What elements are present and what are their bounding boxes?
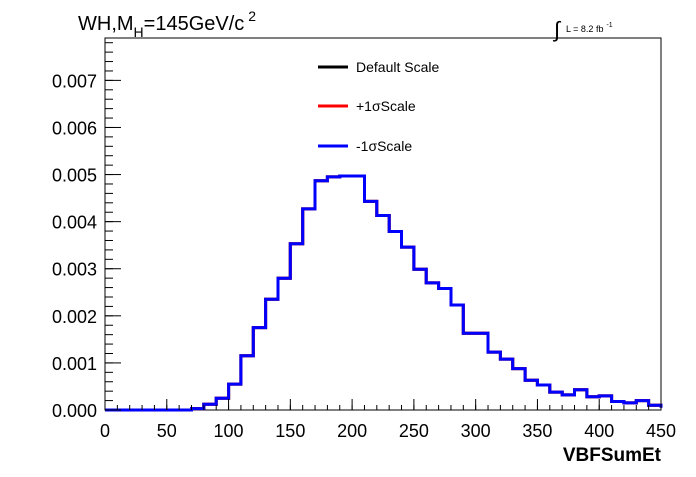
x-tick-label: 350 <box>522 421 552 441</box>
series-layer <box>105 174 663 412</box>
lumi-superscript: -1 <box>606 22 612 29</box>
y-tick-label: 0.000 <box>52 401 97 421</box>
x-tick-label: 200 <box>337 421 367 441</box>
legend-label: -1σScale <box>356 138 412 154</box>
y-tick-label: 0.007 <box>52 71 97 91</box>
lumi-annotation: L = 8.2 fb -1 <box>566 22 613 34</box>
legend: Default Scale +1σScale -1σScale <box>318 59 439 154</box>
process-annotation: WH,MH=145GeV/c 2 <box>78 8 256 40</box>
y-tick-label: 0.002 <box>52 307 97 327</box>
y-tick-label: 0.001 <box>52 354 97 374</box>
x-tick-label: 0 <box>100 421 110 441</box>
process-superscript: 2 <box>248 8 256 24</box>
y-tick-label: 0.003 <box>52 260 97 280</box>
x-axis-title: VBFSumEt <box>563 445 662 466</box>
x-tick-label: 150 <box>275 421 305 441</box>
x-tick-label: 100 <box>214 421 244 441</box>
x-tick-label: 300 <box>461 421 491 441</box>
process-subscript: H <box>134 24 144 40</box>
y-tick-label: 0.006 <box>52 118 97 138</box>
axis-layer: 0 50 100 150 200 250 300 350 400 450 0.000 0.001 0.0… <box>52 42 676 441</box>
y-tick-label: 0.005 <box>52 166 97 186</box>
x-tick-label: 400 <box>584 421 614 441</box>
legend-label: Default Scale <box>356 59 439 75</box>
process-value: =145GeV/c <box>144 13 245 35</box>
y-tick-label: 0.004 <box>52 213 97 233</box>
lumi-integral-sign: ∫ <box>552 17 562 42</box>
legend-label: +1σScale <box>356 98 416 114</box>
x-tick-label: 50 <box>157 421 177 441</box>
plot-frame <box>104 37 662 411</box>
x-tick-label: 250 <box>399 421 429 441</box>
series-line-2 <box>105 174 663 412</box>
x-tick-label: 450 <box>646 421 676 441</box>
process-text: WH,M <box>78 13 134 35</box>
lumi-text: L = 8.2 fb <box>566 24 603 34</box>
